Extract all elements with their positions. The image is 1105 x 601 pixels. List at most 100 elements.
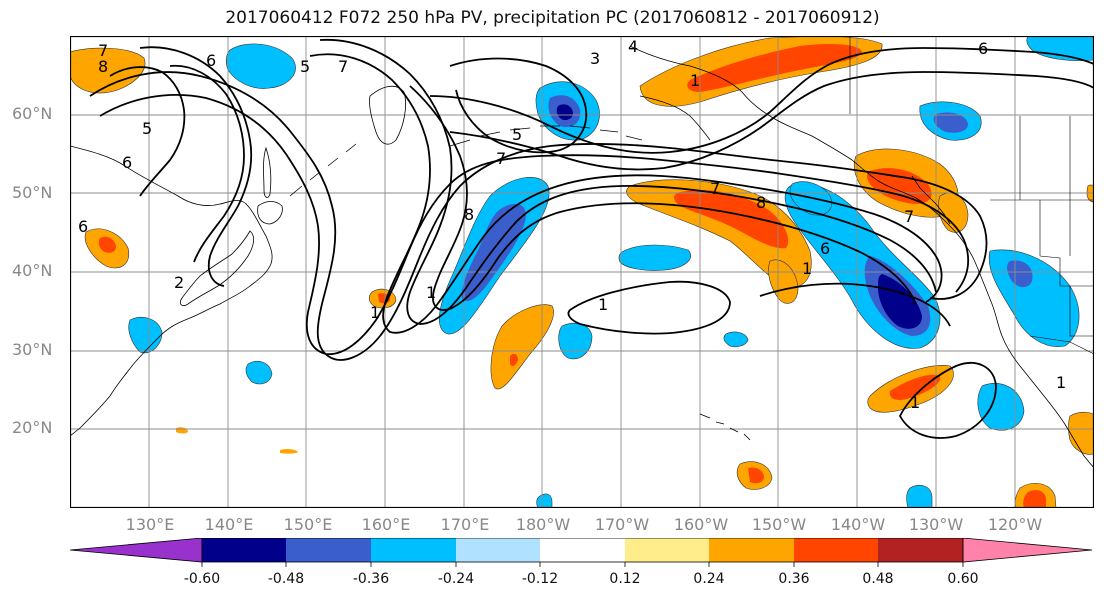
colorbar-frame bbox=[201, 538, 964, 563]
pos-anomaly-hawaii-s-core bbox=[748, 467, 764, 484]
contour-label: 7 bbox=[904, 207, 914, 226]
colorbar-segment bbox=[878, 538, 963, 562]
lat-label-40n: 40°N bbox=[12, 261, 53, 280]
pos-anomaly-arctic-core bbox=[687, 44, 862, 92]
contour-label: 4 bbox=[628, 37, 638, 56]
contour-label: 7 bbox=[710, 179, 720, 198]
contour-label: 1 bbox=[1056, 373, 1066, 392]
colorbar-lower-extension bbox=[70, 538, 203, 563]
contour-label: 7 bbox=[338, 57, 348, 76]
colorbar-segment bbox=[371, 538, 456, 562]
border-us-mexico bbox=[1029, 335, 1094, 355]
colorbar-tick-label: -0.48 bbox=[267, 571, 305, 587]
pv-contour-4 bbox=[319, 38, 937, 325]
lon-label-130e: 130°E bbox=[125, 515, 175, 534]
contour-label: 6 bbox=[206, 51, 216, 70]
pos-anomaly-hawaii-n bbox=[768, 259, 799, 304]
colorbar-tick-label: 0.24 bbox=[693, 571, 725, 587]
lon-label-130w: 130°W bbox=[908, 515, 964, 534]
neg-anomaly-gulf-deep bbox=[878, 274, 922, 329]
contour-label: 8 bbox=[756, 193, 766, 212]
contour-label: 1 bbox=[598, 295, 608, 314]
contour-label: 6 bbox=[122, 153, 132, 172]
neg-anomaly-south-c bbox=[906, 485, 933, 508]
contour-label: 8 bbox=[98, 57, 108, 76]
lat-label-50n: 50°N bbox=[12, 183, 53, 202]
pos-anomaly-east-core bbox=[889, 374, 941, 400]
lon-label-150w: 150°W bbox=[751, 515, 807, 534]
border-us-states-1 bbox=[1039, 200, 1094, 287]
colorbar-tick-label: 0.12 bbox=[609, 571, 641, 587]
lon-label-170e: 170°E bbox=[440, 515, 490, 534]
lon-label-140e: 140°E bbox=[204, 515, 254, 534]
neg-anomaly-south-a bbox=[245, 361, 273, 385]
contour-label: 1 bbox=[426, 283, 436, 302]
pv-contour-10 bbox=[429, 47, 1094, 154]
colorbar-segment bbox=[456, 538, 540, 562]
colorbar-segment bbox=[202, 538, 286, 562]
map-frame bbox=[70, 36, 1094, 508]
pos-anomaly-tiny-w2 bbox=[280, 448, 298, 454]
neg-anomaly-mid bbox=[618, 244, 692, 271]
contour-label: 6 bbox=[78, 217, 88, 236]
neg-anomaly-bering-deep bbox=[556, 104, 573, 121]
lon-label-180w: 180°W bbox=[515, 515, 571, 534]
colorbar-segment bbox=[540, 538, 625, 562]
pv-contour-13 bbox=[898, 362, 997, 439]
contour-label: 5 bbox=[142, 119, 152, 138]
pos-anomaly-kamchatka bbox=[70, 47, 146, 94]
colorbar-tick-label: -0.60 bbox=[183, 571, 221, 587]
colorbar-segment bbox=[625, 538, 709, 562]
pv-contour-7 bbox=[169, 64, 245, 263]
colorbar-tick-label: -0.12 bbox=[521, 571, 559, 587]
pos-anomaly-subtropical bbox=[490, 304, 554, 390]
contour-label: 6 bbox=[978, 39, 988, 58]
contour-label: 1 bbox=[690, 71, 700, 90]
pos-anomaly-jet-core bbox=[674, 190, 789, 249]
coast-japan-hokkaido bbox=[257, 201, 283, 225]
contour-label: 2 bbox=[174, 273, 184, 292]
precip-anomaly-shading bbox=[70, 36, 1094, 508]
lon-label-120w: 120°W bbox=[987, 515, 1043, 534]
neg-anomaly-baja bbox=[977, 382, 1025, 431]
lon-label-160e: 160°E bbox=[361, 515, 411, 534]
contour-label: 5 bbox=[512, 125, 522, 144]
neg-anomaly-south-b bbox=[723, 331, 749, 348]
lon-label-170w: 170°W bbox=[594, 515, 650, 534]
colorbar-tick-label: -0.24 bbox=[437, 571, 475, 587]
neg-anomaly-west-us-core bbox=[1007, 260, 1033, 288]
contour-label: 1 bbox=[802, 259, 812, 278]
colorbar-tick-label: 0.48 bbox=[862, 571, 894, 587]
pv-contour-8 bbox=[109, 66, 186, 197]
colorbar-upper-extension bbox=[962, 538, 1093, 563]
pv-contour-3 bbox=[309, 53, 943, 334]
contour-label: 3 bbox=[590, 49, 600, 68]
contour-label: 8 bbox=[464, 205, 474, 224]
lon-label-160w: 160°W bbox=[673, 515, 729, 534]
colorbar bbox=[70, 538, 1093, 567]
pos-anomaly-subtropical-core bbox=[510, 353, 518, 367]
lat-label-60n: 60°N bbox=[12, 104, 53, 123]
contour-label: 6 bbox=[820, 239, 830, 258]
coast-asia-mainland bbox=[70, 145, 273, 437]
map-panel: 8 7 6 5 5 6 7 5 7 8 1 1 6 8 1 7 7 6 4 3 … bbox=[70, 36, 1094, 508]
colorbar-segment bbox=[794, 538, 878, 562]
map-title: 2017060412 F072 250 hPa PV, precipitatio… bbox=[225, 8, 880, 28]
lon-label-150e: 150°E bbox=[283, 515, 333, 534]
neg-anomaly-bc-core bbox=[933, 112, 968, 133]
pv-contour-1 bbox=[89, 71, 988, 361]
pv-contour-12 bbox=[567, 280, 731, 335]
neg-anomaly-south-d bbox=[536, 493, 553, 508]
pos-anomaly-bc-coast-core bbox=[867, 168, 932, 204]
border-us-states-2 bbox=[1069, 200, 1094, 337]
colorbar-tick-label: -0.36 bbox=[352, 571, 390, 587]
pv-contour-11 bbox=[449, 71, 1094, 171]
graticule bbox=[70, 36, 1094, 508]
coast-kamchatka bbox=[369, 85, 406, 145]
lon-label-140w: 140°W bbox=[830, 515, 886, 534]
colorbar-tick-label: 0.36 bbox=[778, 571, 810, 587]
pv-contour-5 bbox=[409, 85, 917, 311]
border-canada-provinces bbox=[1019, 116, 1071, 200]
lat-label-30n: 30°N bbox=[12, 340, 53, 359]
pos-anomaly-se-core bbox=[1023, 490, 1046, 508]
